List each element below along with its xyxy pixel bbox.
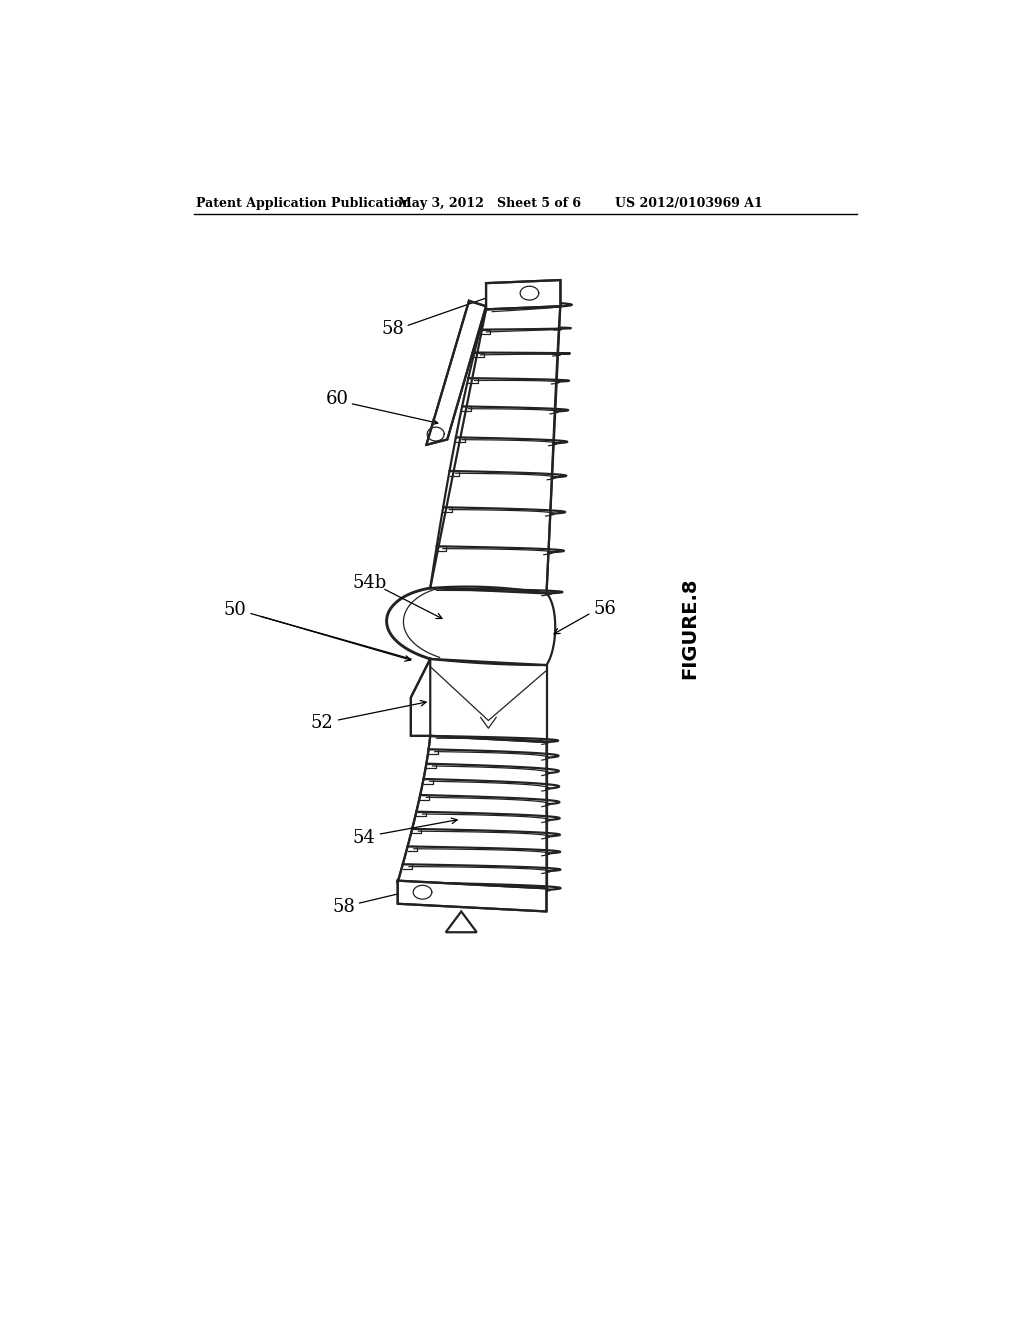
Polygon shape: [430, 304, 560, 594]
Text: FIGURE.8: FIGURE.8: [680, 577, 699, 678]
Text: Patent Application Publication: Patent Application Publication: [197, 197, 412, 210]
Text: 50: 50: [223, 602, 247, 619]
Polygon shape: [486, 280, 560, 309]
Text: 54: 54: [353, 829, 376, 846]
Polygon shape: [397, 737, 547, 890]
Text: 54b: 54b: [352, 574, 387, 593]
Text: 58: 58: [332, 898, 355, 916]
Polygon shape: [445, 911, 477, 932]
Text: 56: 56: [593, 599, 616, 618]
Text: 58: 58: [382, 321, 404, 338]
Text: US 2012/0103969 A1: US 2012/0103969 A1: [614, 197, 763, 210]
Polygon shape: [426, 301, 486, 445]
Polygon shape: [397, 880, 547, 911]
Text: May 3, 2012   Sheet 5 of 6: May 3, 2012 Sheet 5 of 6: [397, 197, 581, 210]
Text: 52: 52: [310, 714, 333, 731]
Text: 60: 60: [326, 389, 349, 408]
Polygon shape: [411, 659, 430, 737]
